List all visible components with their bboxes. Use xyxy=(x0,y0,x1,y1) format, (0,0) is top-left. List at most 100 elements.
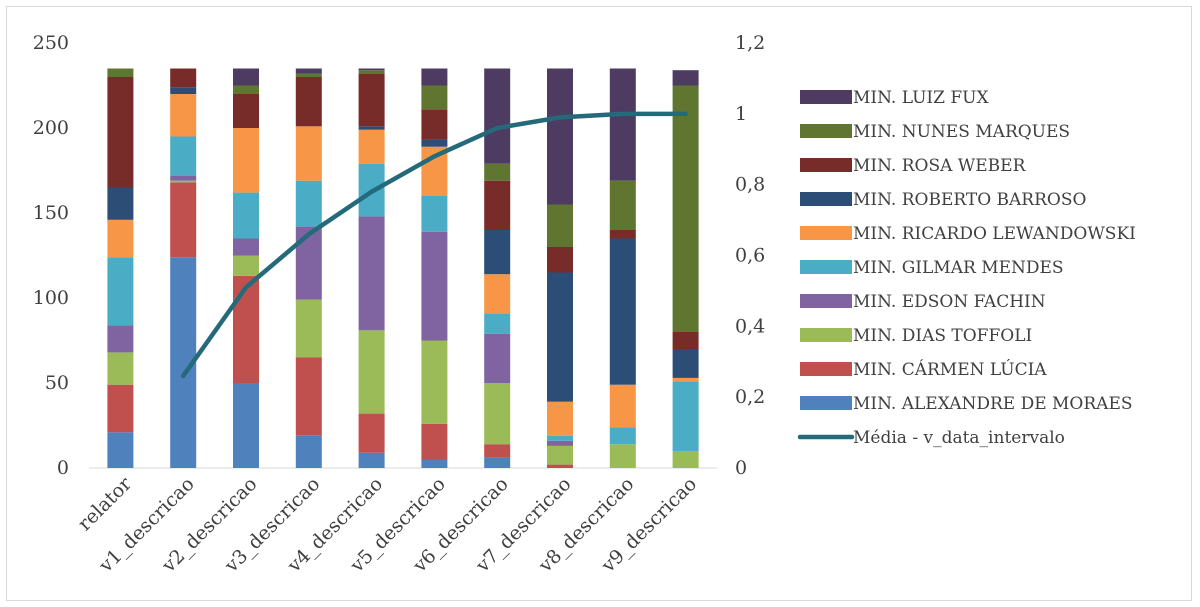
bar-segment xyxy=(358,216,385,331)
legend: MIN. LUIZ FUX MIN. NUNES MARQUES MIN. ROSA… xyxy=(797,88,1136,448)
legend-label: Média - v_data_intervalo xyxy=(853,428,1065,448)
bar-segment xyxy=(170,175,197,181)
bar-segment xyxy=(170,68,197,88)
chart-frame: 0 50 100 150 200 250 0 0,2 0,4 0,6 0,8 1 1,2 relato… xyxy=(6,6,1192,601)
legend-swatch xyxy=(800,294,852,308)
bar-segment xyxy=(484,163,511,181)
x-axis-ticks: relatorv1_descricaov2_descricaov3_descri… xyxy=(74,472,701,577)
bar-segment xyxy=(484,180,511,230)
bar-segment xyxy=(421,139,448,147)
bar-segment xyxy=(107,257,134,326)
bar-segment xyxy=(672,85,699,332)
bar-segment xyxy=(170,94,197,137)
right-axis-ticks: 0 0,2 0,4 0,6 0,8 1 1,2 xyxy=(735,32,765,479)
bar-segment xyxy=(547,464,573,468)
right-axis-tick-label: 0,6 xyxy=(735,245,765,267)
bar-segment xyxy=(484,313,511,334)
bar-segment xyxy=(484,333,511,383)
legend-label: MIN. EDSON FACHIN xyxy=(853,292,1046,312)
bar-segment xyxy=(295,126,322,181)
legend-swatch xyxy=(800,396,852,410)
bar-segment xyxy=(295,180,322,227)
bar-segment xyxy=(547,204,573,247)
bar-segment xyxy=(358,413,385,453)
bar-segment xyxy=(358,452,385,468)
bar-segment xyxy=(358,129,385,164)
bar-segment xyxy=(233,192,259,239)
legend-label: MIN. ROSA WEBER xyxy=(853,156,1027,176)
legend-swatch xyxy=(800,362,852,376)
bar-segment xyxy=(547,68,573,205)
legend-label: MIN. NUNES MARQUES xyxy=(853,122,1070,142)
left-axis-tick-label: 100 xyxy=(33,287,69,309)
bars-group xyxy=(107,68,699,468)
bar-segment xyxy=(609,427,636,445)
bar-segment xyxy=(233,94,259,128)
legend-label: MIN. GILMAR MENDES xyxy=(853,258,1064,278)
bar-segment xyxy=(233,238,259,256)
legend-swatch xyxy=(800,192,852,206)
bar-segment xyxy=(358,68,385,71)
bar-segment xyxy=(170,136,197,176)
left-axis-ticks: 0 50 100 150 200 250 xyxy=(33,32,69,479)
bar-segment xyxy=(672,349,699,378)
bar-segment xyxy=(107,77,134,188)
bar-segment xyxy=(295,68,322,74)
bar-segment xyxy=(358,330,385,414)
bar-segment xyxy=(233,68,259,86)
legend-label: MIN. LUIZ FUX xyxy=(853,88,989,108)
bar-segment xyxy=(107,352,134,385)
bar-segment xyxy=(107,219,134,258)
bar-segment xyxy=(358,126,385,130)
bar-segment xyxy=(609,384,636,428)
bar-segment xyxy=(547,435,573,441)
right-axis-tick-label: 0,8 xyxy=(735,174,765,196)
bar-segment xyxy=(295,435,322,468)
bar-segment xyxy=(421,340,448,424)
bar-segment xyxy=(672,70,699,86)
bar-segment xyxy=(107,384,134,433)
bar-segment xyxy=(547,272,573,402)
right-axis-tick-label: 1,2 xyxy=(735,32,765,54)
bar-segment xyxy=(547,401,573,436)
bar-segment xyxy=(484,230,511,275)
legend-label: MIN. ALEXANDRE DE MORAES xyxy=(853,394,1133,414)
left-axis-tick-label: 150 xyxy=(33,202,69,224)
left-axis-tick-label: 0 xyxy=(57,457,69,479)
bar-segment xyxy=(170,182,197,258)
bar-segment xyxy=(484,444,511,458)
x-axis-tick-label: relator xyxy=(74,472,137,535)
right-axis-tick-label: 0,2 xyxy=(735,386,765,408)
bar-segment xyxy=(295,357,322,436)
bar-segment xyxy=(484,68,511,164)
legend-label: MIN. CÁRMEN LÚCIA xyxy=(853,359,1047,380)
bar-segment xyxy=(358,70,385,74)
line-series-group xyxy=(180,111,688,379)
bar-segment xyxy=(672,451,699,468)
bar-segment xyxy=(107,187,134,220)
bar-segment xyxy=(295,299,322,358)
bar-segment xyxy=(295,77,322,127)
legend-swatch xyxy=(800,260,852,274)
bar-segment xyxy=(421,196,448,232)
legend-label: MIN. DIAS TOFFOLI xyxy=(853,326,1032,346)
bar-segment xyxy=(107,325,134,353)
bar-segment xyxy=(233,85,259,94)
bar-segment xyxy=(295,73,322,77)
bar-segment xyxy=(672,377,699,382)
bar-segment xyxy=(547,440,573,446)
bar-segment xyxy=(233,255,259,276)
bar-segment xyxy=(609,238,636,385)
line-media-v-data-intervalo xyxy=(180,111,688,379)
bar-segment xyxy=(421,85,448,110)
bar-segment xyxy=(170,87,197,94)
bar-segment xyxy=(484,383,511,445)
bar-segment xyxy=(421,423,448,460)
right-axis-tick-label: 0 xyxy=(735,457,747,479)
legend-swatch xyxy=(800,90,852,104)
legend-label: MIN. RICARDO LEWANDOWSKI xyxy=(853,224,1136,244)
legend-label: MIN. ROBERTO BARROSO xyxy=(853,190,1086,210)
left-axis-tick-label: 250 xyxy=(33,32,69,54)
bar-segment xyxy=(233,383,259,468)
bar-segment xyxy=(609,444,636,468)
